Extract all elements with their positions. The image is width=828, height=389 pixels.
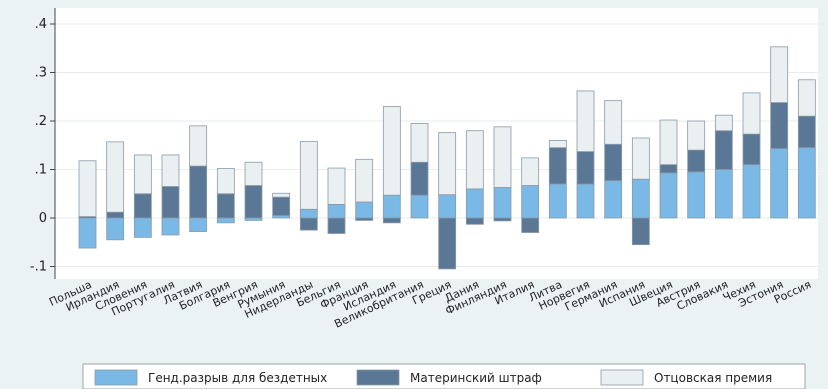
category-labels: ПольшаИрландияСловенияПортугалияЛатвияБо… — [47, 278, 813, 331]
y-tick-label: .1 — [35, 163, 47, 178]
bar-segment — [106, 211, 125, 219]
bar-segment — [106, 141, 125, 213]
bar-segment — [216, 193, 235, 219]
bar-segment — [742, 92, 761, 135]
bar-segment — [382, 217, 401, 224]
bar-segment — [133, 193, 152, 219]
bars — [78, 46, 816, 270]
bar-segment — [465, 217, 484, 225]
legend-swatch — [94, 369, 138, 386]
bar-segment — [714, 114, 733, 132]
bar-segment — [548, 139, 567, 149]
bar-segment — [797, 147, 816, 219]
bar-segment — [355, 158, 374, 203]
bar-segment — [327, 217, 346, 234]
grid-lines — [55, 23, 818, 267]
legend-label: Материнский штраф — [410, 371, 542, 385]
bar-segment — [465, 188, 484, 219]
bar-segment — [687, 120, 706, 151]
bar-segment — [714, 130, 733, 170]
y-axis: .4 .3 .2 .1 0 -.1 — [30, 8, 56, 279]
bar-segment — [189, 217, 208, 232]
bar-segment — [548, 147, 567, 185]
legend: Генд.разрыв для бездетных Материнский штр… — [82, 363, 806, 389]
bar-segment — [327, 167, 346, 205]
bar-segment — [299, 140, 318, 210]
bar-segment — [410, 123, 429, 163]
bar-segment — [604, 143, 623, 182]
bar-segment — [631, 217, 650, 246]
bar-segment — [216, 217, 235, 224]
bar-segment — [355, 217, 374, 221]
bar-segment — [659, 164, 678, 174]
bar-segment — [604, 180, 623, 219]
bar-segment — [299, 217, 318, 231]
bar-segment — [687, 149, 706, 173]
legend-box — [82, 363, 806, 389]
bar-segment — [189, 165, 208, 219]
bar-segment — [133, 217, 152, 238]
bar-segment — [797, 79, 816, 117]
bar-segment — [687, 171, 706, 219]
bar-segment — [742, 164, 761, 219]
bar-segment — [382, 194, 401, 219]
bar-segment — [161, 217, 180, 236]
bar-segment — [382, 106, 401, 196]
bar-segment — [521, 185, 540, 219]
bar-segment — [327, 204, 346, 219]
legend-label: Отцовская премия — [654, 371, 772, 385]
bar-segment — [659, 119, 678, 166]
bar-segment — [521, 157, 540, 186]
bar-segment — [299, 208, 318, 219]
bar-segment — [78, 160, 97, 217]
bar-segment — [770, 148, 789, 219]
bar-segment — [576, 151, 595, 185]
bar-segment — [216, 168, 235, 195]
bar-segment — [272, 192, 291, 198]
y-tick-label: .2 — [35, 114, 47, 129]
bar-segment — [797, 115, 816, 149]
bar-segment — [355, 201, 374, 219]
bar-segment — [493, 126, 512, 188]
bar-segment — [576, 90, 595, 152]
bar-segment — [521, 217, 540, 233]
bar-segment — [659, 172, 678, 219]
bar-segment — [770, 102, 789, 150]
bar-segment — [161, 154, 180, 187]
bar-segment — [604, 100, 623, 145]
bar-segment — [78, 217, 97, 249]
bar-segment — [133, 154, 152, 195]
y-tick-label: .3 — [35, 66, 47, 81]
bar-segment — [272, 196, 291, 216]
bar-segment — [631, 137, 650, 180]
bar-segment — [548, 183, 567, 219]
bar-segment — [576, 183, 595, 219]
bar-segment — [770, 46, 789, 103]
bar-segment — [189, 125, 208, 167]
y-tick-label: -.1 — [30, 260, 47, 275]
bar-segment — [493, 217, 512, 222]
bar-segment — [244, 161, 263, 186]
bar-segment — [161, 186, 180, 219]
bar-segment — [410, 161, 429, 196]
bar-segment — [742, 133, 761, 166]
legend-swatch — [600, 369, 644, 386]
bar-segment — [438, 194, 457, 219]
bar-segment — [244, 185, 263, 219]
legend-label: Генд.разрыв для бездетных — [148, 371, 327, 385]
bar-segment — [465, 130, 484, 190]
bar-segment — [631, 178, 650, 219]
legend-swatch — [356, 369, 400, 386]
bar-segment — [714, 169, 733, 219]
bar-segment — [493, 187, 512, 219]
bar-segment — [106, 217, 125, 241]
y-tick-label: .4 — [35, 17, 47, 32]
bar-segment — [410, 194, 429, 219]
bar-segment — [438, 132, 457, 196]
bar-segment — [438, 217, 457, 270]
y-tick-label: 0 — [39, 211, 47, 226]
